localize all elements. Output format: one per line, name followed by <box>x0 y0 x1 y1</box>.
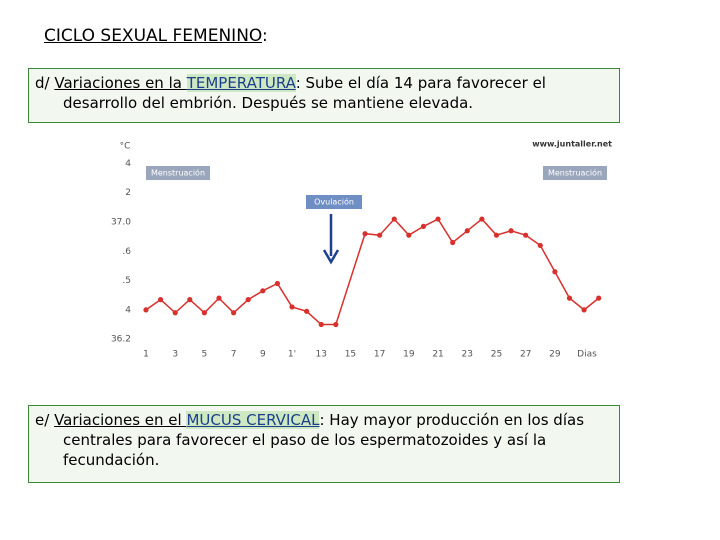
x-tick-label: 15 <box>345 350 356 360</box>
data-point <box>231 310 237 316</box>
data-point <box>420 223 427 229</box>
slide-title: CICLO SEXUAL FEMENINO: <box>44 26 268 46</box>
x-tick-label: 7 <box>231 350 237 360</box>
plot-area <box>140 138 612 346</box>
x-tick-label: 25 <box>491 350 502 360</box>
annotation-label: Ovulación <box>314 197 354 207</box>
y-tick-label: .6 <box>122 247 131 257</box>
x-tick-label: 3 <box>172 350 178 360</box>
y-tick-label: 4 <box>125 159 131 169</box>
data-point <box>493 232 500 238</box>
data-point <box>523 232 529 238</box>
x-tick-label: 21 <box>432 350 443 360</box>
data-point <box>406 232 412 238</box>
data-point <box>172 310 178 316</box>
x-tick-label: 29 <box>549 350 561 360</box>
data-point <box>304 308 310 314</box>
x-tick-label: 17 <box>374 350 385 360</box>
prefix: d/ <box>35 74 55 92</box>
prefix: e/ <box>35 411 55 429</box>
lead: Variaciones en el <box>54 411 187 429</box>
data-point <box>333 321 339 328</box>
x-tick-label: 19 <box>403 350 415 360</box>
section-box: e/ Variaciones en el MUCUS CERVICAL: Hay… <box>28 405 620 483</box>
watermark: www.juntaller.net <box>532 140 612 149</box>
data-point <box>187 297 193 303</box>
data-point <box>596 295 602 301</box>
body-text: : Hay mayor producción en los días centr… <box>63 411 585 469</box>
annotation-box <box>306 195 362 209</box>
data-point <box>566 295 573 301</box>
x-tick-label: 27 <box>520 350 531 360</box>
y-tick-label: 36.2 <box>111 335 131 345</box>
x-axis-label: Dias <box>577 350 597 360</box>
data-point <box>391 216 397 222</box>
data-point <box>479 216 485 222</box>
data-point <box>377 232 383 238</box>
data-point <box>318 321 324 328</box>
data-point <box>157 297 164 303</box>
title-text: CICLO SEXUAL FEMENINO <box>44 26 262 46</box>
lead: Variaciones en la <box>54 74 187 92</box>
data-point <box>245 297 251 303</box>
data-point <box>464 228 470 234</box>
data-point <box>537 242 543 249</box>
x-tick-label: 9 <box>260 350 266 360</box>
keyword: MUCUS CERVICAL <box>186 411 320 429</box>
annotation-label: Menstruación <box>151 168 205 178</box>
y-tick-label: 2 <box>125 188 131 198</box>
section-box: d/ Variaciones en la TEMPERATURA: Sube e… <box>28 68 620 123</box>
data-point <box>450 239 456 246</box>
y-unit: °C <box>120 142 131 152</box>
annotation-box <box>543 166 607 180</box>
data-point <box>362 231 368 237</box>
y-tick-label: .5 <box>122 276 131 286</box>
x-tick-label: 13 <box>316 350 327 360</box>
y-tick-label: 37.0 <box>111 218 131 228</box>
x-tick-label: 5 <box>202 350 208 360</box>
x-tick-label: 23 <box>462 350 473 360</box>
data-point <box>274 280 281 287</box>
data-point <box>552 269 558 275</box>
data-point <box>289 304 295 310</box>
ovulation-arrowhead <box>322 249 340 265</box>
data-point <box>581 307 587 313</box>
data-point <box>216 295 222 301</box>
x-tick-label: 1 <box>143 350 149 360</box>
data-point <box>260 288 266 294</box>
y-tick-label: 4 <box>125 305 131 315</box>
data-point <box>201 310 208 316</box>
title-colon: : <box>262 26 268 46</box>
annotation-box <box>146 166 210 180</box>
x-tick-label: 1' <box>288 350 296 360</box>
data-point <box>143 307 149 313</box>
data-point <box>508 228 514 234</box>
annotation-label: Menstruación <box>548 168 602 178</box>
data-point <box>435 216 441 222</box>
body-text: : Sube el día 14 para favorecer el desar… <box>63 74 546 112</box>
keyword: TEMPERATURA <box>186 74 296 92</box>
